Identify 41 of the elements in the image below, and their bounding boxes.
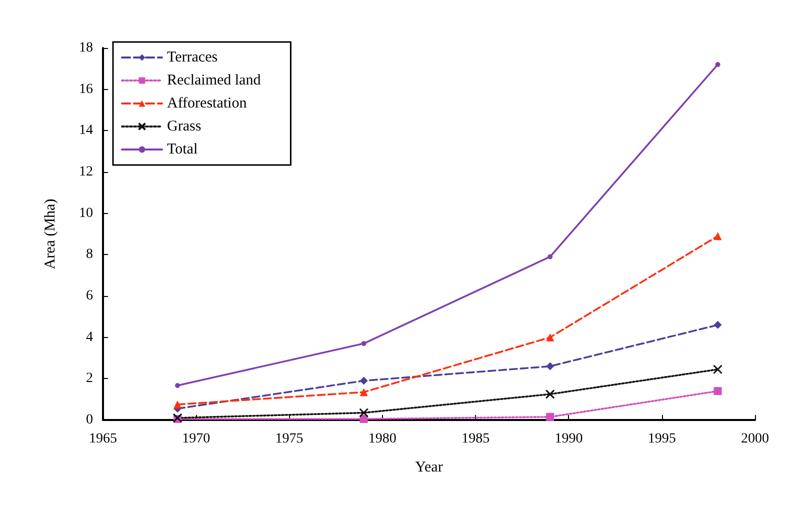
point [359, 408, 369, 418]
point [175, 382, 180, 388]
y-tick-label: 8 [86, 247, 93, 262]
x-tick-label: 1995 [648, 432, 676, 446]
point [546, 333, 554, 342]
point [360, 376, 368, 385]
legend-label: Afforestation [167, 96, 248, 112]
point [715, 62, 720, 68]
point [712, 364, 722, 374]
y-tick-label: 18 [79, 40, 93, 56]
point [361, 341, 366, 346]
point [548, 254, 553, 260]
y-tick-label: 12 [79, 164, 93, 180]
legend-label: Grass [167, 118, 202, 134]
x-tick-label: 1980 [368, 432, 396, 446]
legend-label: Reclaimed land [167, 72, 262, 88]
x-tick-label: 1985 [462, 432, 490, 446]
x-axis-title: Year [415, 460, 443, 476]
legend-label: Terraces [167, 50, 218, 66]
y-tick-label: 16 [79, 82, 93, 97]
legend-label: Total [167, 142, 198, 158]
x-tick-label: 2000 [741, 432, 769, 446]
x-tick-label: 1965 [89, 432, 117, 446]
point [546, 412, 554, 421]
y-tick-label: 10 [79, 206, 93, 221]
point [714, 232, 722, 240]
y-tick-label: 2 [86, 371, 93, 386]
x-tick-label: 1975 [275, 432, 304, 446]
y-tick-label: 6 [86, 288, 93, 304]
point [714, 387, 722, 396]
x-tick-label: 1970 [182, 432, 210, 446]
y-axis-title: Area (Mha) [42, 198, 58, 270]
y-tick-label: 14 [79, 123, 93, 138]
point [714, 320, 722, 329]
point [545, 389, 555, 399]
point [360, 388, 368, 396]
y-tick-label: 4 [86, 330, 93, 345]
y-tick-label: 0 [86, 412, 93, 428]
point [546, 362, 554, 370]
point [174, 400, 182, 408]
x-tick-label: 1990 [554, 432, 583, 446]
